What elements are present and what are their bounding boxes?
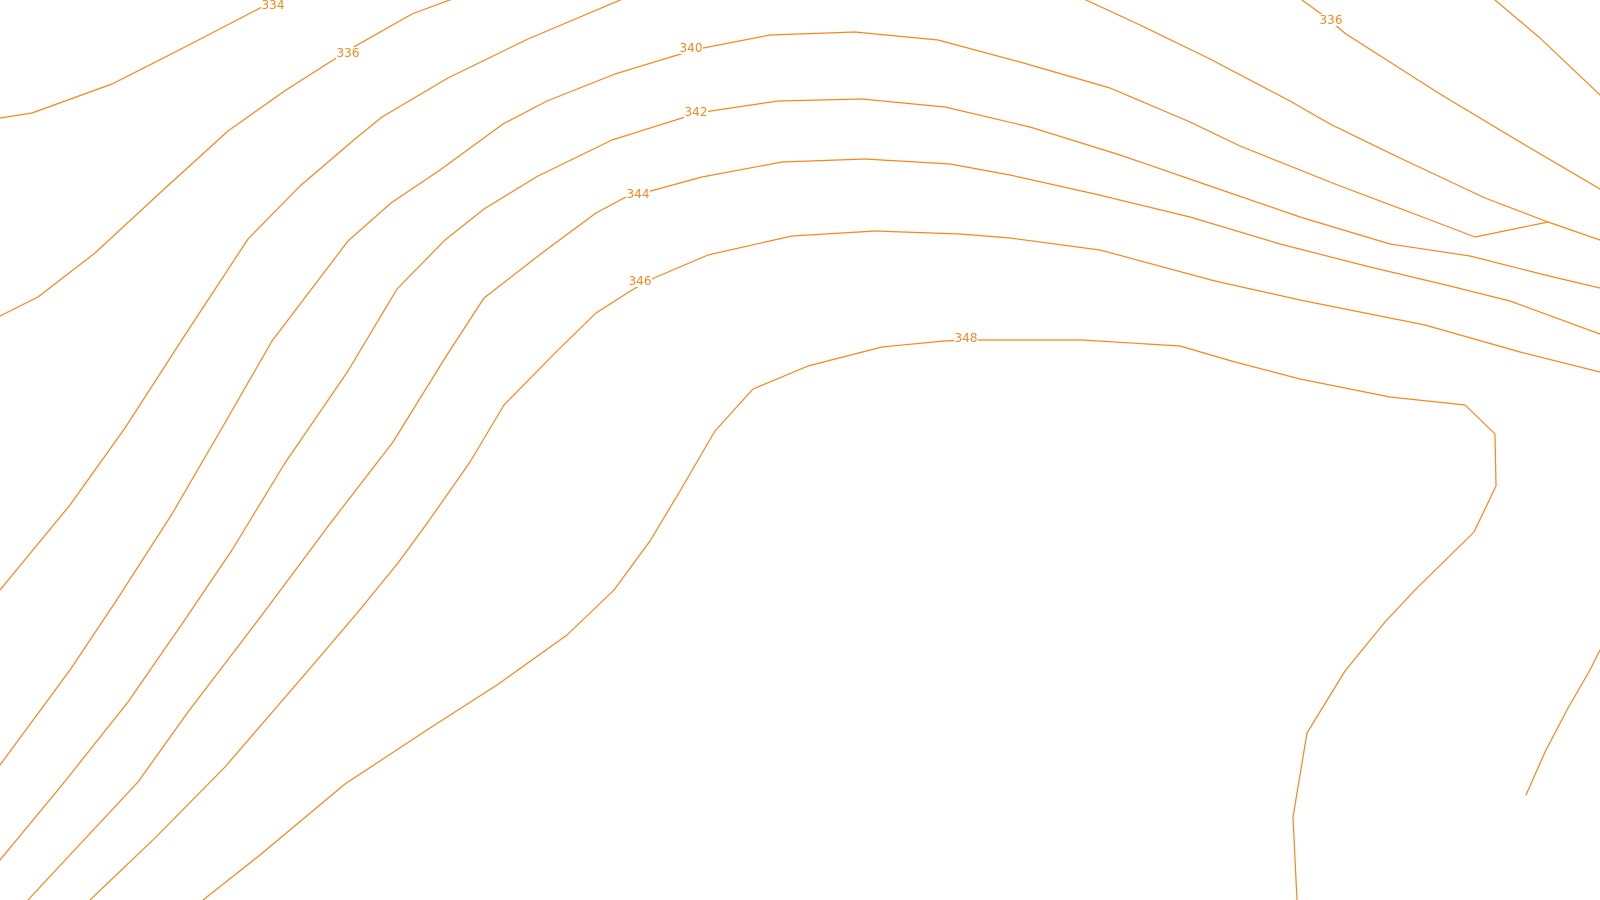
contour-line-342 [0, 98, 1600, 861]
contour-label-text: 340 [680, 41, 703, 55]
contour-line-334 [0, 1, 271, 119]
contour-line-348 [202, 339, 1497, 900]
contour-label-text: 336 [1320, 13, 1343, 27]
contour-label-336-right: 336 [1319, 13, 1343, 27]
contour-label-344: 344 [626, 187, 650, 201]
contour-label-334: 334 [261, 0, 285, 12]
contour-label-text: 346 [629, 274, 652, 288]
contour-line-338 [0, 0, 622, 591]
contour-label-text: 342 [685, 105, 708, 119]
contour-label-text: 336 [337, 46, 360, 60]
contour-label-text: 348 [955, 331, 978, 345]
contour-label-348: 348 [954, 331, 978, 345]
contour-line-346 [89, 230, 1600, 900]
contour-line-340 [0, 31, 1600, 766]
contour-label-346: 346 [628, 274, 652, 288]
contour-label-336-left: 336 [336, 46, 360, 60]
contour-label-text: 344 [627, 187, 650, 201]
contour-line-336-left [0, 0, 452, 317]
contour-line-348-right [1525, 649, 1600, 796]
contour-label-340: 340 [679, 41, 703, 55]
contour-label-text: 334 [262, 0, 285, 12]
contour-line-334-right [1494, 0, 1600, 96]
contour-line-338-right [1085, 0, 1549, 223]
contour-line-336-right [1301, 0, 1600, 190]
contour-labels: 334 336 336 340 342 344 [261, 0, 1343, 345]
contour-label-342: 342 [684, 105, 708, 119]
contour-line-344 [27, 158, 1600, 900]
